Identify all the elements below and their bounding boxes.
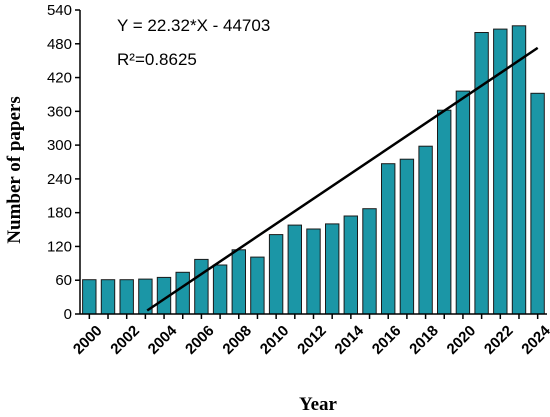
bar-2013 [325, 223, 340, 315]
y-tick-label: 120 [47, 238, 72, 255]
x-tick-label: 2016 [369, 322, 405, 358]
trendline-equation: Y = 22.32*X - 44703 [117, 16, 270, 35]
x-tick-label: 2018 [406, 322, 442, 358]
bar-2008 [231, 249, 247, 315]
x-tick-label: 2020 [444, 322, 480, 358]
bar-2006 [194, 258, 209, 315]
y-tick-label: 180 [47, 205, 72, 222]
y-tick-label: 540 [47, 2, 72, 19]
bars-group [82, 25, 545, 315]
x-tick-label: 2014 [331, 322, 367, 358]
x-tick-label: 2008 [219, 322, 255, 358]
bar-2002 [119, 279, 134, 315]
x-tick-label: 2002 [107, 322, 143, 358]
y-tick-label: 300 [47, 137, 72, 154]
x-tick-label: 2012 [294, 322, 330, 358]
bar-2023 [511, 25, 527, 315]
trendline [146, 46, 539, 312]
y-tick-label: 360 [47, 103, 72, 120]
bar-2018 [418, 145, 433, 315]
y-tick-label: 480 [47, 36, 72, 53]
x-tick-label: 2006 [182, 322, 218, 358]
x-tick-label: 2022 [481, 322, 517, 358]
y-tick-label: 240 [47, 171, 72, 188]
x-tick-label: 2000 [70, 322, 106, 358]
bar-2000 [82, 279, 97, 315]
bar-2011 [287, 224, 303, 315]
r-squared-label: R²=0.8625 [117, 50, 197, 69]
bar-2012 [306, 228, 321, 315]
bar-2016 [381, 163, 396, 315]
y-tick-label: 420 [47, 70, 72, 87]
bar-2009 [250, 256, 265, 315]
x-axis-ticks: 2000 2002 2004 2006 2008 2010 2012 2014 2016 2018… [70, 314, 550, 358]
bar-2015 [362, 208, 377, 315]
bar-2024 [530, 92, 545, 315]
bar-2001 [100, 279, 116, 315]
bar-2007 [212, 264, 228, 315]
y-axis-ticks: 0 60 120 180 240 300 360 420 480 540 [47, 2, 80, 323]
bar-2017 [399, 158, 415, 315]
bar-2021 [474, 32, 489, 315]
x-tick-label: 2010 [257, 322, 293, 358]
bar-2010 [268, 234, 284, 315]
bar-2020 [455, 90, 471, 315]
bar-2005 [175, 271, 190, 315]
y-tick-label: 0 [64, 306, 72, 323]
x-tick-label: 2004 [145, 322, 181, 358]
x-axis-title: Year [299, 394, 338, 415]
bar-2014 [343, 215, 359, 315]
y-tick-label: 60 [55, 272, 72, 289]
bar-2019 [437, 109, 452, 315]
x-tick-label: 2024 [518, 322, 550, 358]
y-axis-title: Number of papers [4, 96, 25, 243]
